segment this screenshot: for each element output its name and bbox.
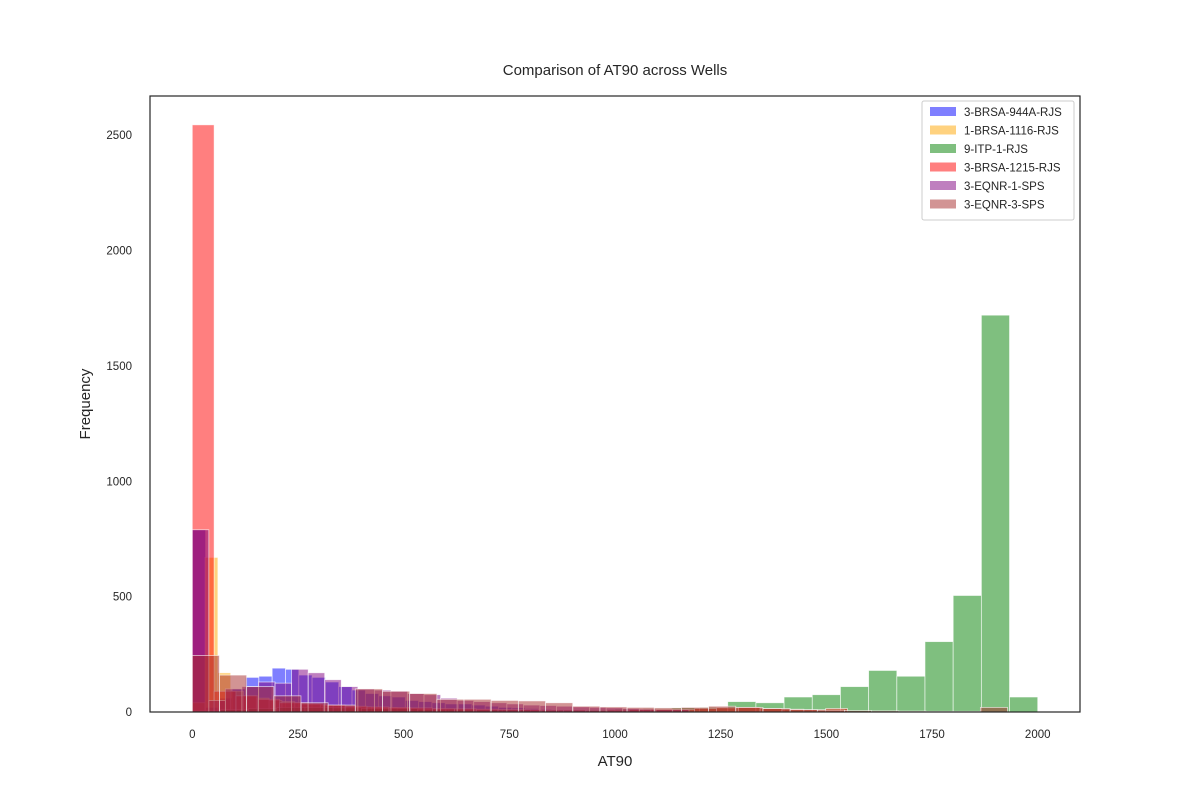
x-axis-label: AT90	[598, 753, 633, 770]
y-tick-label: 2000	[106, 246, 132, 258]
histogram-bar	[409, 693, 438, 713]
histogram-bar	[382, 690, 411, 713]
legend-label: 3-BRSA-944A-RJS	[964, 107, 1062, 119]
y-tick-label: 2500	[106, 130, 132, 142]
legend-swatch	[930, 144, 956, 153]
histogram-bar	[354, 688, 383, 713]
histogram-bar	[980, 314, 1010, 713]
legend-swatch	[930, 181, 956, 190]
x-tick-label: 1500	[814, 729, 840, 741]
histogram-bar	[273, 695, 302, 713]
x-axis-ticks: 0 250 500 750 1000 1250 1500 1750 2000	[189, 729, 1050, 741]
legend-swatch	[930, 125, 956, 135]
histogram-bar	[599, 706, 628, 713]
x-tick-label: 1750	[919, 729, 945, 741]
histogram-bar	[896, 675, 926, 713]
y-tick-label: 0	[126, 707, 132, 719]
legend-label: 3-BRSA-1215-RJS	[964, 163, 1061, 175]
histogram-bar	[681, 706, 709, 713]
legend: 3-BRSA-944A-RJS 1-BRSA-1116-RJS 9-ITP-1-RJ…	[921, 100, 1075, 221]
histogram-bar	[626, 706, 655, 713]
histogram-bar	[924, 641, 954, 713]
histogram-bar	[572, 705, 601, 713]
histogram-bar	[246, 686, 275, 713]
series-2-bars	[191, 314, 1039, 713]
x-tick-label: 1000	[602, 729, 628, 741]
legend-label: 3-EQNR-1-SPS	[964, 181, 1045, 193]
histogram-bar	[300, 702, 329, 713]
x-tick-label: 0	[189, 729, 195, 741]
histogram-bar	[219, 674, 248, 713]
histogram-bar	[735, 706, 764, 713]
legend-box	[921, 100, 1075, 221]
histogram-bar	[545, 702, 574, 713]
y-axis-label: Frequency	[77, 368, 94, 439]
bars-layer	[191, 124, 1039, 713]
x-tick-label: 250	[288, 729, 307, 741]
series-4-bars	[191, 529, 690, 713]
histogram-bar	[840, 686, 870, 713]
histogram-bar	[979, 706, 1008, 713]
x-tick-label: 2000	[1025, 729, 1051, 741]
histogram-bar	[191, 655, 220, 713]
legend-swatch	[930, 107, 956, 116]
histogram-bar	[463, 698, 492, 713]
histogram-bar	[436, 698, 465, 713]
series-0-bars	[191, 529, 593, 713]
histogram-bar	[517, 700, 546, 713]
legend-swatch	[930, 199, 956, 209]
x-tick-label: 500	[394, 729, 413, 741]
histogram-bar	[653, 707, 682, 713]
legend-label: 3-EQNR-3-SPS	[964, 200, 1045, 212]
histogram-bar	[952, 595, 982, 713]
y-tick-label: 500	[113, 592, 132, 604]
plot-area-frame	[149, 95, 1081, 713]
x-tick-label: 750	[500, 729, 519, 741]
histogram-bar	[868, 670, 898, 713]
legend-swatch	[930, 162, 956, 172]
chart-title: Comparison of AT90 across Wells	[503, 62, 728, 79]
series-5-bars	[191, 655, 1008, 713]
y-tick-label: 1000	[106, 476, 132, 488]
histogram-bar	[1009, 696, 1039, 713]
y-axis-ticks: 0 500 1000 1500 2000 2500	[106, 130, 132, 719]
histogram-bar	[490, 700, 519, 713]
histogram-bar	[708, 705, 737, 713]
series-3-bars	[191, 124, 848, 713]
x-tick-label: 1250	[708, 729, 734, 741]
legend-label: 9-ITP-1-RJS	[964, 144, 1028, 156]
legend-label: 1-BRSA-1116-RJS	[964, 126, 1059, 138]
histogram-bar	[327, 704, 356, 713]
y-tick-label: 1500	[106, 361, 132, 373]
